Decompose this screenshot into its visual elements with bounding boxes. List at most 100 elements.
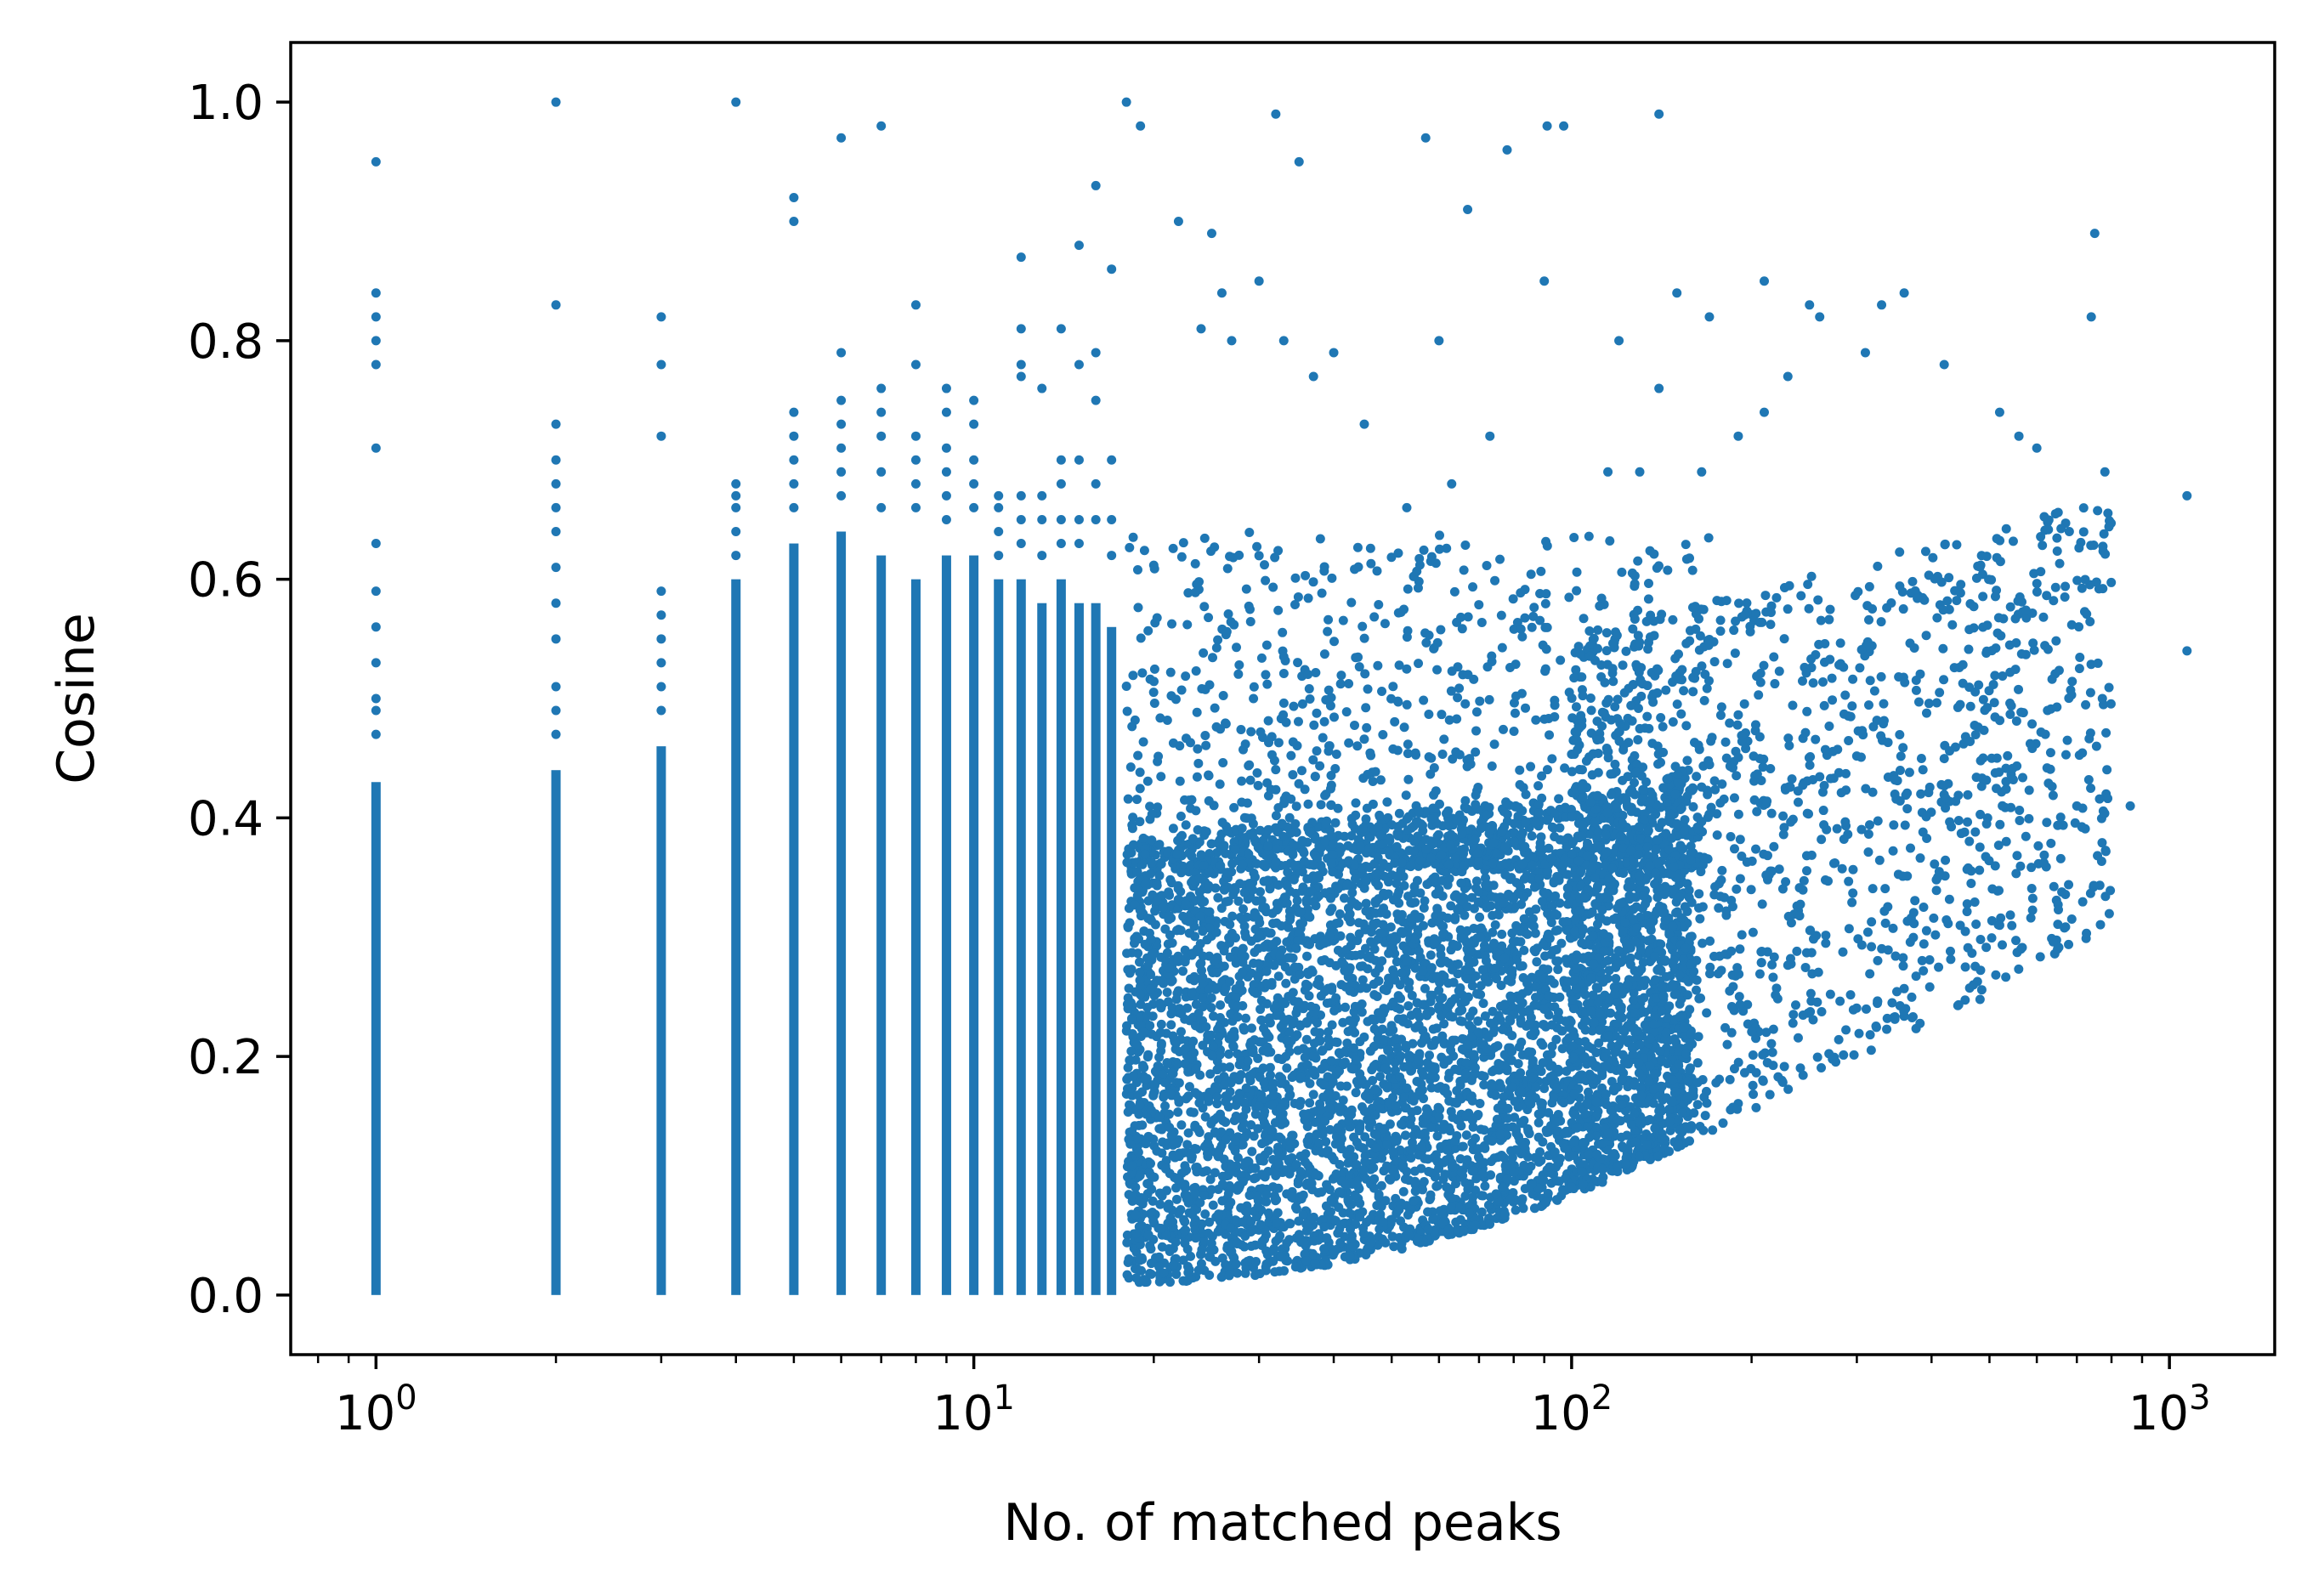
data-point <box>1165 1123 1175 1133</box>
data-point <box>371 359 381 370</box>
data-point <box>1340 831 1350 841</box>
data-point <box>1406 1152 1416 1163</box>
data-point <box>656 312 666 322</box>
data-point <box>1195 1197 1205 1208</box>
data-point <box>1682 990 1692 1000</box>
data-point <box>1168 1217 1178 1227</box>
data-point <box>1544 1107 1554 1118</box>
data-point <box>1479 1125 1489 1135</box>
data-point <box>1143 960 1154 971</box>
data-point <box>1343 840 1353 851</box>
data-point <box>1056 478 1066 489</box>
data-point <box>731 502 741 512</box>
data-point <box>1148 1207 1158 1217</box>
data-point <box>1507 1031 1517 1041</box>
data-point <box>1389 1242 1399 1252</box>
data-point <box>1191 1064 1201 1074</box>
data-point <box>1312 979 1323 989</box>
data-point <box>1430 1065 1440 1075</box>
data-point <box>969 395 979 405</box>
data-point <box>1206 1003 1216 1013</box>
data-point <box>1272 937 1282 947</box>
data-point <box>1391 1101 1401 1111</box>
data-point <box>1333 1123 1343 1133</box>
data-point <box>1305 1078 1315 1089</box>
data-point <box>1194 874 1205 884</box>
data-point <box>1426 950 1436 960</box>
data-point <box>1322 998 1332 1008</box>
data-point <box>1156 1040 1166 1050</box>
data-point <box>1510 1096 1520 1106</box>
data-point <box>1273 903 1283 914</box>
data-point <box>1328 867 1338 877</box>
data-point <box>1507 928 1517 938</box>
data-point <box>1207 1050 1217 1061</box>
data-point <box>1140 880 1150 890</box>
data-point <box>1611 973 1621 983</box>
data-point <box>1460 910 1470 920</box>
data-point <box>1200 1112 1210 1122</box>
data-point <box>1298 846 1308 856</box>
data-point <box>1224 1049 1234 1059</box>
data-point <box>1446 901 1456 911</box>
data-point <box>1312 1129 1322 1140</box>
data-point <box>1201 1022 1211 1032</box>
data-point <box>1541 1197 1551 1208</box>
data-point <box>1335 909 1345 920</box>
data-point <box>1426 1123 1436 1133</box>
data-point <box>1227 911 1238 921</box>
data-point <box>1361 1174 1371 1184</box>
data-point <box>1165 1277 1176 1288</box>
data-point <box>1237 950 1247 960</box>
data-point <box>1507 1046 1517 1056</box>
data-point <box>1301 1110 1311 1120</box>
data-point <box>941 383 951 393</box>
data-point <box>1479 1157 1489 1168</box>
data-point <box>1205 907 1215 917</box>
data-point <box>1331 919 1341 929</box>
data-point <box>1613 958 1624 968</box>
data-point <box>1241 1013 1251 1023</box>
data-point <box>1215 1012 1225 1022</box>
data-point <box>1440 1169 1450 1180</box>
data-point <box>1392 878 1402 888</box>
data-point <box>1238 967 1248 977</box>
column-1 <box>371 782 381 1295</box>
data-point <box>1413 1233 1423 1243</box>
data-point <box>1294 1230 1304 1240</box>
data-point <box>1056 539 1066 549</box>
data-point <box>1300 1052 1310 1062</box>
data-point <box>1314 1138 1324 1148</box>
data-point <box>1135 967 1145 977</box>
data-point <box>1273 1234 1284 1244</box>
data-point <box>1273 1146 1283 1157</box>
data-point <box>1074 539 1084 549</box>
data-point <box>876 407 887 417</box>
data-point <box>1461 1130 1471 1140</box>
data-point <box>1107 514 1117 524</box>
data-point <box>1273 971 1284 982</box>
data-point <box>1463 1039 1473 1050</box>
data-point <box>1171 1194 1182 1204</box>
data-point <box>1426 1083 1437 1093</box>
data-point <box>1259 942 1269 953</box>
data-point <box>910 455 921 465</box>
data-point <box>1388 997 1398 1007</box>
data-point <box>1490 892 1500 903</box>
data-point <box>1400 1130 1410 1140</box>
data-point <box>1187 988 1197 998</box>
data-point <box>1456 878 1466 888</box>
data-point <box>1480 1011 1490 1022</box>
data-point <box>1232 1238 1242 1248</box>
data-point <box>1455 925 1465 935</box>
data-point <box>551 300 561 310</box>
data-point <box>551 705 561 716</box>
data-point <box>1419 1070 1429 1080</box>
data-point <box>551 598 561 608</box>
data-point <box>1370 908 1380 918</box>
data-point <box>1477 1191 1487 1201</box>
data-point <box>1512 955 1522 965</box>
data-point <box>1505 1016 1516 1026</box>
data-point <box>1250 947 1260 957</box>
